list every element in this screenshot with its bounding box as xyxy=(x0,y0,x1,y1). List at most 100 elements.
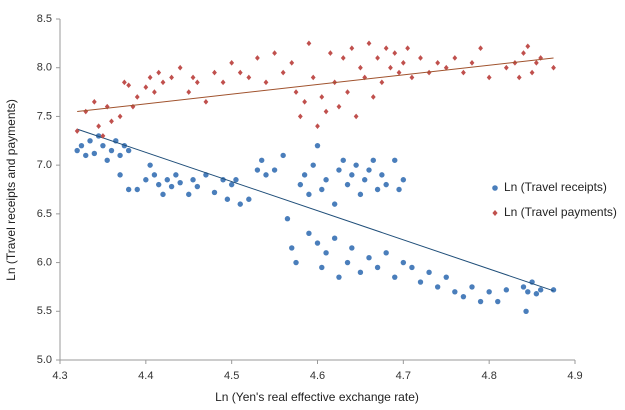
point xyxy=(125,186,132,193)
point xyxy=(396,186,402,193)
point xyxy=(331,235,338,241)
point xyxy=(280,152,286,159)
point xyxy=(319,186,325,193)
point xyxy=(512,60,518,66)
point xyxy=(169,74,174,81)
point xyxy=(297,113,303,120)
point xyxy=(284,216,291,222)
point xyxy=(117,113,123,120)
point xyxy=(233,177,239,183)
point xyxy=(336,167,342,173)
point xyxy=(74,147,80,154)
point xyxy=(375,55,380,61)
point xyxy=(340,55,346,61)
point xyxy=(173,172,179,178)
point xyxy=(289,245,295,251)
x-tick-label: 4.6 xyxy=(310,370,325,382)
point xyxy=(212,69,217,76)
point xyxy=(151,172,158,178)
point xyxy=(323,177,329,183)
point xyxy=(383,45,389,52)
y-tick-label: 6.0 xyxy=(37,256,52,268)
point xyxy=(293,259,299,266)
point xyxy=(525,289,531,295)
point xyxy=(374,186,381,193)
point xyxy=(96,123,102,129)
legend-marker xyxy=(492,210,498,216)
point xyxy=(366,167,372,173)
point xyxy=(516,74,522,81)
point xyxy=(400,259,407,266)
point xyxy=(152,89,157,95)
point xyxy=(306,191,312,198)
point xyxy=(344,259,351,266)
point xyxy=(186,89,192,95)
point xyxy=(327,50,333,56)
point xyxy=(533,291,540,297)
point xyxy=(224,196,231,202)
point xyxy=(164,177,170,183)
point xyxy=(74,128,80,134)
point xyxy=(194,183,201,190)
point xyxy=(353,162,359,168)
point xyxy=(108,147,115,154)
point xyxy=(533,60,539,66)
legend-label: Ln (Travel receipts) xyxy=(504,180,607,194)
point xyxy=(78,142,85,149)
point xyxy=(336,274,342,280)
point xyxy=(246,196,252,202)
point xyxy=(134,186,140,193)
point xyxy=(100,142,106,149)
point xyxy=(525,43,531,50)
point xyxy=(409,264,415,271)
point xyxy=(520,284,527,290)
point xyxy=(400,177,407,183)
point xyxy=(314,142,321,149)
point xyxy=(340,157,346,163)
point xyxy=(426,269,432,276)
point xyxy=(323,250,329,256)
point xyxy=(537,287,544,293)
point xyxy=(418,55,423,61)
point xyxy=(503,287,510,293)
point xyxy=(383,250,389,256)
point xyxy=(83,152,89,159)
point xyxy=(306,40,312,47)
point xyxy=(426,69,432,76)
point xyxy=(147,74,153,81)
x-tick-label: 4.7 xyxy=(396,370,411,382)
point xyxy=(246,74,252,81)
point xyxy=(460,293,467,300)
point xyxy=(125,147,132,154)
point xyxy=(358,64,363,71)
point xyxy=(255,55,260,61)
point xyxy=(357,269,364,276)
point xyxy=(529,69,535,76)
point xyxy=(87,138,93,144)
point xyxy=(272,50,277,56)
point xyxy=(306,230,312,237)
x-tick-label: 4.5 xyxy=(224,370,239,382)
point xyxy=(477,298,484,305)
point xyxy=(259,157,265,163)
point xyxy=(126,82,132,89)
point xyxy=(237,69,243,76)
point xyxy=(362,177,368,183)
point xyxy=(228,181,235,188)
point xyxy=(319,94,325,100)
point xyxy=(379,79,385,86)
y-axis-title: Ln (Travel receipts and payments) xyxy=(4,99,18,281)
point xyxy=(434,284,441,290)
point xyxy=(349,45,355,52)
point xyxy=(301,172,308,178)
point xyxy=(443,274,449,280)
point xyxy=(550,287,557,293)
y-tick-label: 7.0 xyxy=(37,159,52,171)
point xyxy=(452,55,458,61)
point xyxy=(263,79,269,86)
point xyxy=(211,189,218,196)
point xyxy=(486,74,492,81)
point xyxy=(194,79,200,86)
point xyxy=(263,172,269,178)
